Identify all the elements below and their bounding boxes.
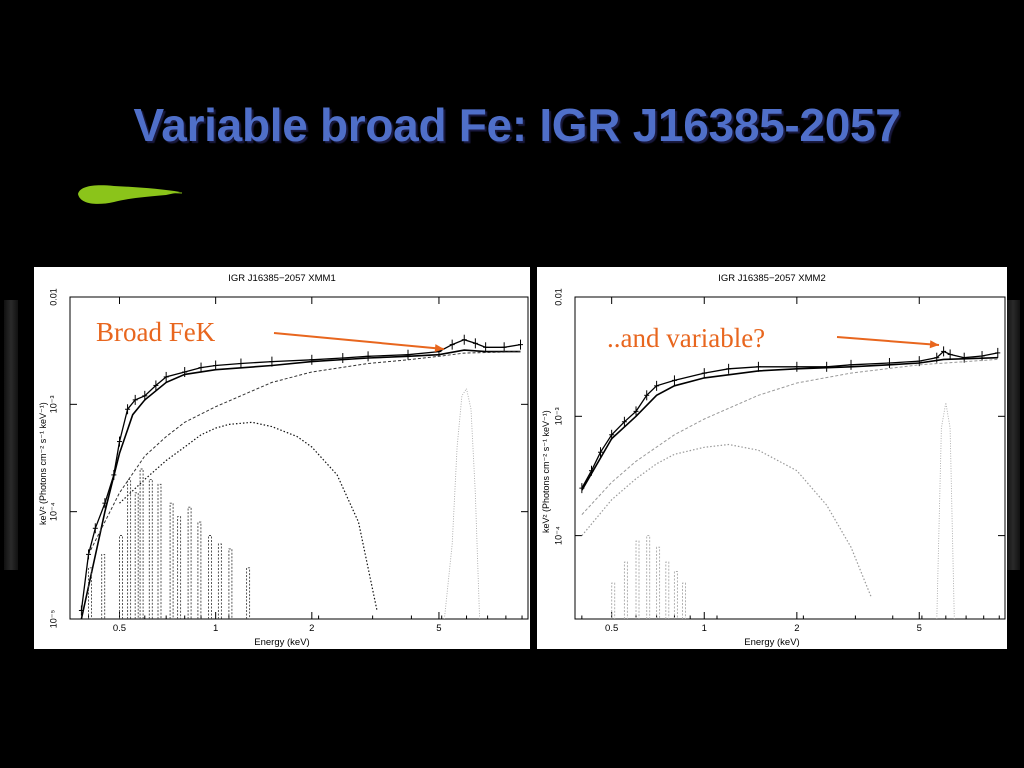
data-point: [644, 390, 650, 401]
data-point: [633, 406, 639, 417]
x-axis-label: Energy (keV): [254, 637, 310, 648]
series-iron_line: [936, 402, 955, 620]
right-side-bar: [1006, 300, 1020, 570]
x-tick-label: 2: [794, 623, 799, 634]
data-point: [92, 523, 98, 534]
series-data: [80, 339, 521, 611]
y-tick-label: 10⁻⁵: [48, 609, 58, 628]
series-iron_line: [443, 387, 481, 620]
data-point: [517, 339, 523, 350]
data-point: [979, 351, 985, 362]
data-point: [461, 334, 467, 345]
series-lines: [88, 468, 251, 619]
data-point: [941, 346, 947, 357]
series-blackbody: [581, 443, 873, 599]
x-tick-label: 2: [309, 623, 314, 634]
data-point: [405, 349, 411, 360]
x-tick-label: 1: [213, 623, 218, 634]
x-tick-label: 0.5: [605, 623, 618, 634]
brush-stroke-decoration: [78, 185, 183, 204]
data-point: [340, 353, 346, 364]
data-point: [671, 375, 677, 386]
data-point: [472, 338, 478, 349]
data-point: [824, 361, 830, 372]
chart-title: IGR J16385−2057 XMM2: [718, 273, 826, 284]
spectrum-panel-xmm2: IGR J16385−2057 XMM2 keV² (Photons cm⁻² …: [537, 267, 1007, 649]
data-point: [726, 363, 732, 374]
spectrum-plot-xmm1: 0.5 1 2 5 10⁻⁵ 10⁻⁴ 10⁻³ 0.01: [48, 288, 529, 634]
x-tick-label: 5: [917, 623, 922, 634]
y-tick-label: 0.01: [48, 288, 58, 306]
y-tick-label: 10⁻³: [553, 407, 563, 425]
data-point: [848, 359, 854, 370]
data-point: [654, 380, 660, 391]
data-point: [163, 371, 169, 382]
annotation-label: ..and variable?: [607, 323, 766, 353]
data-point: [621, 416, 627, 427]
data-point: [995, 347, 1001, 358]
data-point: [483, 342, 489, 353]
data-point: [794, 361, 800, 372]
x-axis-label: Energy (keV): [744, 637, 800, 648]
data-point: [132, 394, 138, 405]
y-tick-label: 10⁻⁴: [553, 526, 563, 545]
slide-title: Variable broad Fe: IGR J16385-2057: [133, 99, 901, 151]
annotation-label: Broad FeK: [96, 317, 216, 347]
spectrum-plot-xmm2: 0.5 1 2 5 10⁻⁴ 10⁻³ 0.01: [553, 288, 1006, 634]
data-point: [153, 380, 159, 391]
x-tick-label: 0.5: [113, 623, 126, 634]
data-point: [598, 447, 604, 458]
data-point: [198, 362, 204, 373]
chart-title: IGR J16385−2057 XMM1: [228, 273, 336, 284]
annotation-arrow: [836, 336, 940, 349]
data-point: [961, 352, 967, 363]
data-point: [501, 342, 507, 353]
data-point: [916, 356, 922, 367]
data-point: [886, 357, 892, 368]
data-point: [701, 368, 707, 379]
series-model: [80, 349, 521, 620]
data-point: [365, 351, 371, 362]
y-tick-label: 10⁻⁴: [48, 502, 58, 521]
series-powerlaw: [88, 351, 521, 555]
y-tick-label: 0.01: [553, 288, 563, 306]
data-point: [309, 354, 315, 365]
data-point: [449, 339, 455, 350]
data-point: [947, 349, 953, 360]
y-tick-label: 10⁻³: [48, 395, 58, 413]
x-tick-label: 5: [436, 623, 441, 634]
plot-frame: [574, 296, 1006, 620]
series-lines: [611, 535, 686, 619]
data-point: [116, 436, 122, 447]
series-model: [581, 356, 998, 491]
annotation-arrow: [273, 332, 445, 353]
data-point: [213, 360, 219, 371]
data-point: [182, 367, 188, 378]
x-tick-label: 1: [702, 623, 707, 634]
data-point: [238, 358, 244, 369]
spectrum-panel-xmm1: IGR J16385−2057 XMM1 keV² (Photons cm⁻² …: [34, 267, 530, 649]
left-side-bar: [4, 300, 18, 570]
plot-frame: [69, 296, 529, 620]
series-blackbody: [119, 421, 378, 611]
series-powerlaw: [581, 358, 998, 515]
data-point: [125, 404, 131, 415]
